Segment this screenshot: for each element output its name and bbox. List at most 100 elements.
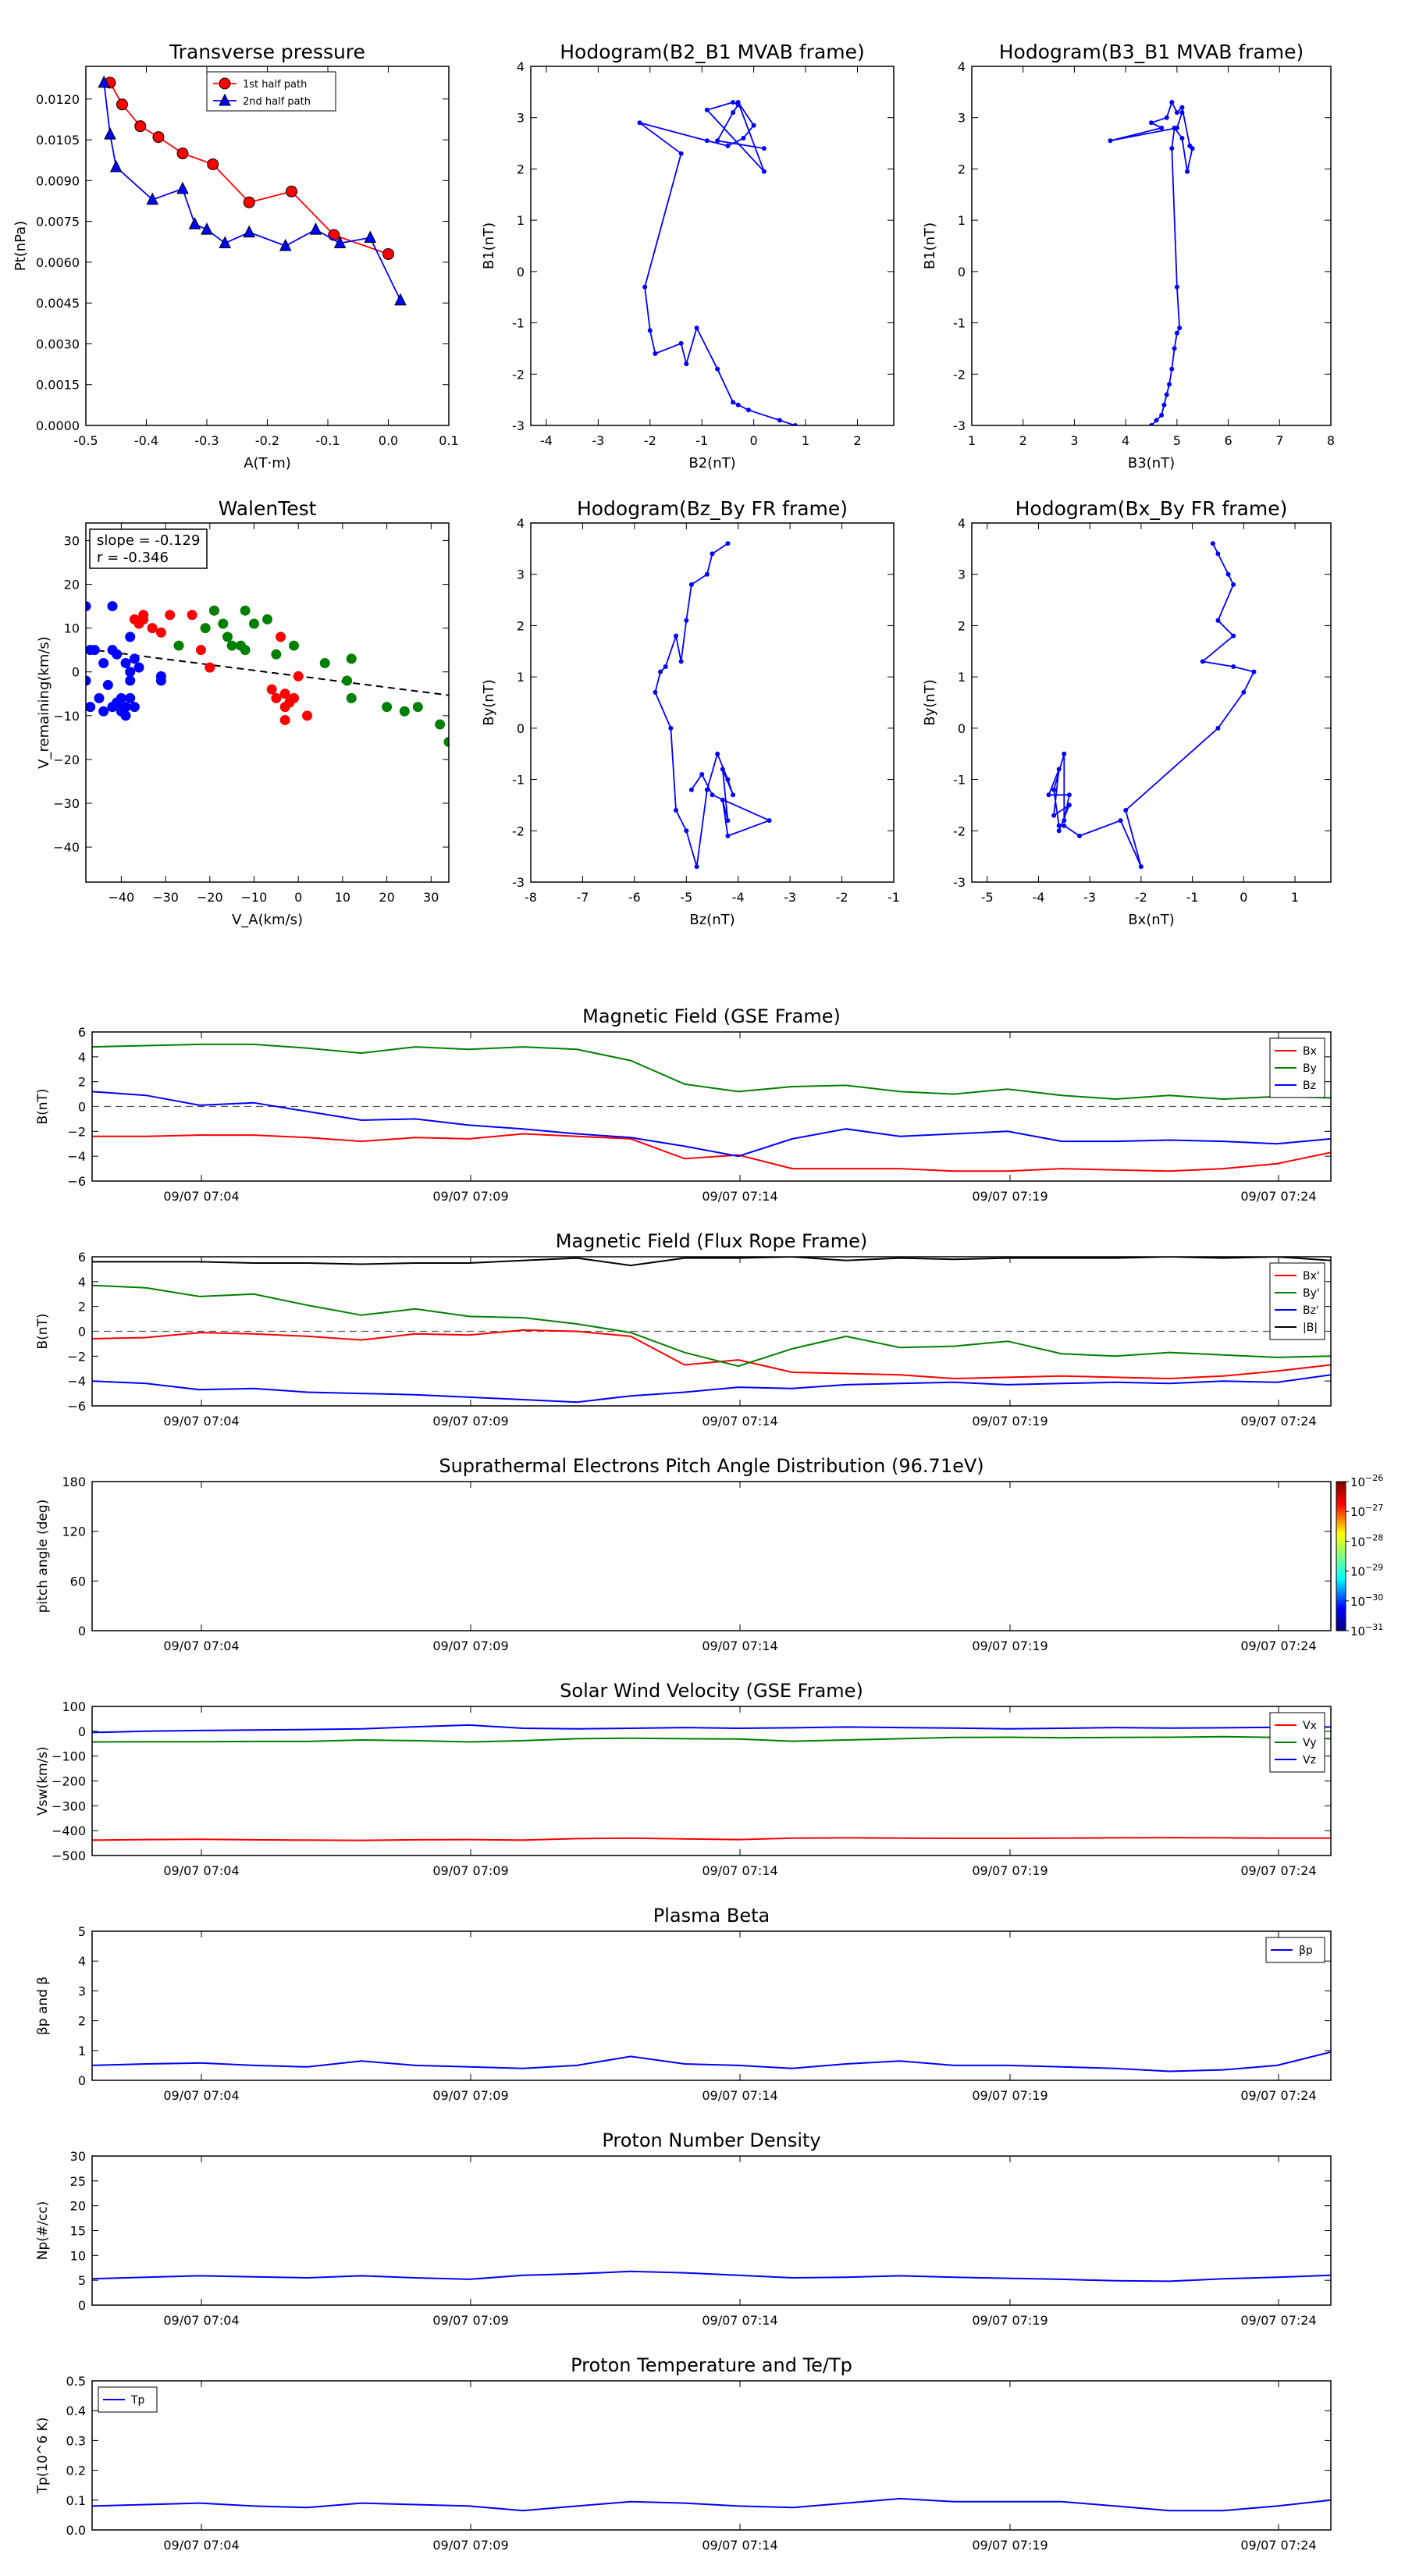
x-tick-label: 09/07 07:14 bbox=[702, 1638, 777, 1653]
data-point bbox=[1056, 767, 1062, 772]
y-tick-label: 180 bbox=[62, 1475, 86, 1489]
plot-frame bbox=[91, 2155, 1332, 2306]
y-tick-label: 4 bbox=[78, 1954, 86, 1969]
series-line bbox=[92, 1257, 1331, 1267]
data-point bbox=[637, 120, 642, 126]
x-axis-label: B3(nT) bbox=[1128, 455, 1175, 471]
colorbar-label: 10−26 bbox=[1350, 1473, 1383, 1489]
x-tick-label: 09/07 07:04 bbox=[163, 2538, 239, 2553]
data-point bbox=[1062, 818, 1067, 824]
panel-plasma_beta: Plasma Beta 0 1 2 3 4 5 09/07 07:04 09/07 07:09 0… bbox=[35, 1905, 1332, 2103]
data-point bbox=[1138, 864, 1144, 870]
y-tick-label: −2 bbox=[67, 1124, 86, 1139]
y-tick-label: 2 bbox=[517, 618, 525, 633]
y-tick-label: -1 bbox=[512, 773, 525, 788]
data-point bbox=[104, 127, 116, 140]
plot-frame bbox=[91, 1256, 1332, 1407]
data-point bbox=[1108, 138, 1113, 144]
data-point bbox=[289, 640, 300, 651]
y-tick-label: 0.0090 bbox=[36, 173, 80, 188]
x-tick-label: 0 bbox=[294, 890, 302, 905]
data-point bbox=[684, 361, 689, 367]
panel-transverse_pressure: Transverse pressure -0.5 -0.4 -0.3 -0.2 -0.1 0… bbox=[12, 41, 459, 471]
data-point bbox=[394, 293, 407, 306]
x-tick-label: 09/07 07:14 bbox=[702, 2313, 777, 2328]
colorbar-base: 10 bbox=[1350, 1505, 1365, 1519]
plot-frame bbox=[91, 2380, 1332, 2531]
x-axis-label: V_A(km/s) bbox=[232, 912, 303, 928]
chart-title: Hodogram(Bz_By FR frame) bbox=[577, 497, 848, 520]
legend-label: Vy bbox=[1303, 1737, 1317, 1749]
plot-area bbox=[637, 100, 798, 425]
plot-area bbox=[92, 2051, 1331, 2073]
data-point bbox=[1062, 751, 1067, 756]
x-tick-label: 09/07 07:24 bbox=[1240, 2538, 1316, 2553]
data-point bbox=[146, 192, 159, 205]
y-tick-label: −2 bbox=[67, 1349, 86, 1364]
legend-label: Bz' bbox=[1303, 1304, 1319, 1317]
y-tick-label: 2 bbox=[78, 1300, 86, 1315]
panel-proton_density: Proton Number Density 0 5 10 15 20 25 30 09/07 0… bbox=[35, 2129, 1332, 2328]
x-tick-label: -1 bbox=[887, 890, 900, 905]
data-point bbox=[86, 702, 96, 713]
data-point bbox=[240, 605, 251, 616]
plot-area bbox=[92, 2270, 1331, 2282]
data-point bbox=[1051, 787, 1057, 792]
chart-title: Magnetic Field (GSE Frame) bbox=[582, 1005, 841, 1027]
data-point bbox=[129, 653, 140, 664]
data-point bbox=[678, 659, 684, 664]
data-point bbox=[125, 632, 136, 642]
x-tick-label: -4 bbox=[540, 433, 553, 448]
x-tick-label: -0.4 bbox=[134, 433, 158, 448]
data-point bbox=[1164, 115, 1169, 120]
y-tick-label: 0.0075 bbox=[36, 215, 80, 229]
y-tick-label: 5 bbox=[78, 2273, 86, 2288]
x-tick-label: 1 bbox=[1291, 890, 1299, 905]
data-point bbox=[279, 714, 290, 725]
x-tick-label: 09/07 07:14 bbox=[702, 1414, 777, 1429]
data-point bbox=[243, 196, 255, 208]
plot-area bbox=[92, 2497, 1331, 2512]
data-point bbox=[176, 148, 189, 160]
legend-label: Vx bbox=[1303, 1720, 1317, 1732]
x-tick-label: 09/07 07:19 bbox=[972, 2313, 1048, 2328]
data-point bbox=[741, 136, 746, 141]
x-tick-label: 09/07 07:19 bbox=[972, 1189, 1048, 1204]
data-point bbox=[201, 222, 213, 235]
data-point bbox=[276, 632, 286, 642]
legend-label: Bz bbox=[1303, 1080, 1316, 1092]
y-tick-label: −30 bbox=[53, 796, 80, 811]
data-point bbox=[120, 658, 131, 669]
x-tick-label: 09/07 07:04 bbox=[163, 1638, 239, 1653]
chart-title: WalenTest bbox=[219, 497, 317, 520]
series-line bbox=[92, 1374, 1331, 1404]
x-tick-label: -5 bbox=[680, 890, 692, 905]
annotation-text: r = -0.346 bbox=[97, 550, 169, 566]
data-point bbox=[1167, 382, 1172, 387]
x-tick-label: 09/07 07:09 bbox=[432, 2313, 508, 2328]
data-point bbox=[1174, 284, 1179, 290]
data-point bbox=[746, 407, 751, 413]
y-tick-label: 0 bbox=[78, 2298, 86, 2313]
colorbar-base: 10 bbox=[1350, 1595, 1365, 1609]
data-point bbox=[668, 725, 674, 731]
x-tick-label: 09/07 07:09 bbox=[432, 2538, 508, 2553]
x-tick-label: 09/07 07:19 bbox=[972, 2538, 1048, 2553]
data-point bbox=[1154, 418, 1159, 423]
data-point bbox=[346, 692, 357, 703]
colorbar-exponent: −28 bbox=[1365, 1532, 1383, 1542]
x-tick-label: -2 bbox=[1135, 890, 1147, 905]
x-tick-label: 09/07 07:14 bbox=[702, 2538, 777, 2553]
data-point bbox=[777, 418, 782, 423]
colorbar-label: 10−29 bbox=[1350, 1563, 1383, 1579]
panel-sw_velocity: Solar Wind Velocity (GSE Frame) −500 −400 −… bbox=[35, 1680, 1332, 1878]
x-tick-label: 0.1 bbox=[439, 433, 458, 448]
data-point bbox=[688, 582, 694, 587]
y-tick-label: 6 bbox=[78, 1025, 86, 1040]
annotation-text: slope = -0.129 bbox=[97, 532, 200, 549]
data-point bbox=[218, 618, 229, 629]
data-point bbox=[1062, 823, 1067, 828]
y-tick-label: 0.5 bbox=[66, 2374, 86, 2389]
data-point bbox=[720, 767, 725, 772]
x-tick-label: 09/07 07:14 bbox=[702, 1863, 777, 1878]
